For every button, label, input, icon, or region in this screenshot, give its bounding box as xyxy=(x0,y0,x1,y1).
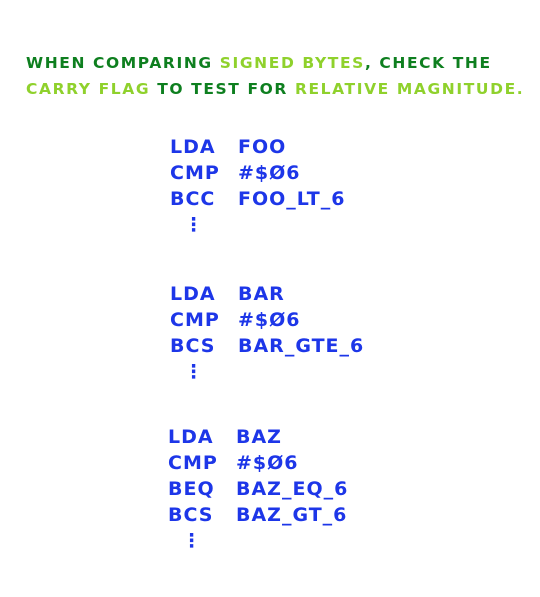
code-block-foo: LDA FOO CMP #$Ø6 BCC FOO_LT_6 ⋮ xyxy=(170,134,345,238)
opcode: BEQ xyxy=(168,478,215,500)
opcode: BCS xyxy=(170,335,216,357)
code-row: CMP #$Ø6 xyxy=(170,307,364,333)
opcode: CMP xyxy=(168,452,218,474)
headline-line-1: When comparing signed bytes, check the xyxy=(26,50,526,76)
code-row: BEQ BAZ_EQ_6 xyxy=(168,476,348,502)
headline-note: When comparing signed bytes, check the C… xyxy=(26,50,526,102)
code-block-bar: LDA BAR CMP #$Ø6 BCS BAR_GTE_6 ⋮ xyxy=(170,281,364,385)
operand: BAR xyxy=(238,283,285,305)
operand: #$Ø6 xyxy=(238,309,301,331)
operand: #$Ø6 xyxy=(236,452,299,474)
vertical-ellipsis: ⋮ xyxy=(182,530,202,552)
code-row: LDA BAR xyxy=(170,281,364,307)
headline-segment: When comparing xyxy=(26,54,220,72)
headline-segment: for xyxy=(247,80,295,98)
code-block-baz: LDA BAZ CMP #$Ø6 BEQ BAZ_EQ_6 BCS BAZ_GT_6 ⋮ xyxy=(168,424,348,554)
code-row: BCS BAZ_GT_6 xyxy=(168,502,348,528)
operand: #$Ø6 xyxy=(238,162,301,184)
opcode: BCC xyxy=(170,188,216,210)
opcode: BCS xyxy=(168,504,214,526)
code-row: CMP #$Ø6 xyxy=(170,160,345,186)
ellipsis-row: ⋮ xyxy=(170,212,345,238)
code-row: BCC FOO_LT_6 xyxy=(170,186,345,212)
operand: BAZ xyxy=(236,426,282,448)
opcode: CMP xyxy=(170,309,220,331)
operand: BAZ_EQ_6 xyxy=(236,478,349,500)
operand: BAR_GTE_6 xyxy=(238,335,365,357)
headline-segment: , check the xyxy=(364,54,492,72)
code-row: BCS BAR_GTE_6 xyxy=(170,333,364,359)
opcode: LDA xyxy=(170,136,216,158)
opcode: LDA xyxy=(170,283,216,305)
code-row: LDA BAZ xyxy=(168,424,348,450)
headline-segment: to test xyxy=(150,80,248,98)
operand: BAZ_GT_6 xyxy=(236,504,348,526)
opcode: LDA xyxy=(168,426,214,448)
code-row: CMP #$Ø6 xyxy=(168,450,348,476)
ellipsis-row: ⋮ xyxy=(168,528,348,554)
code-row: LDA FOO xyxy=(170,134,345,160)
headline-segment: Carry flag xyxy=(26,80,151,98)
operand: FOO_LT_6 xyxy=(238,188,346,210)
ellipsis-row: ⋮ xyxy=(170,359,364,385)
headline-segment: signed bytes xyxy=(219,54,365,72)
operand: FOO xyxy=(238,136,287,158)
headline-line-2: Carry flag to test for relative magnitud… xyxy=(26,76,526,102)
vertical-ellipsis: ⋮ xyxy=(184,214,204,236)
headline-segment: relative magnitude. xyxy=(294,80,525,98)
opcode: CMP xyxy=(170,162,220,184)
vertical-ellipsis: ⋮ xyxy=(184,361,204,383)
